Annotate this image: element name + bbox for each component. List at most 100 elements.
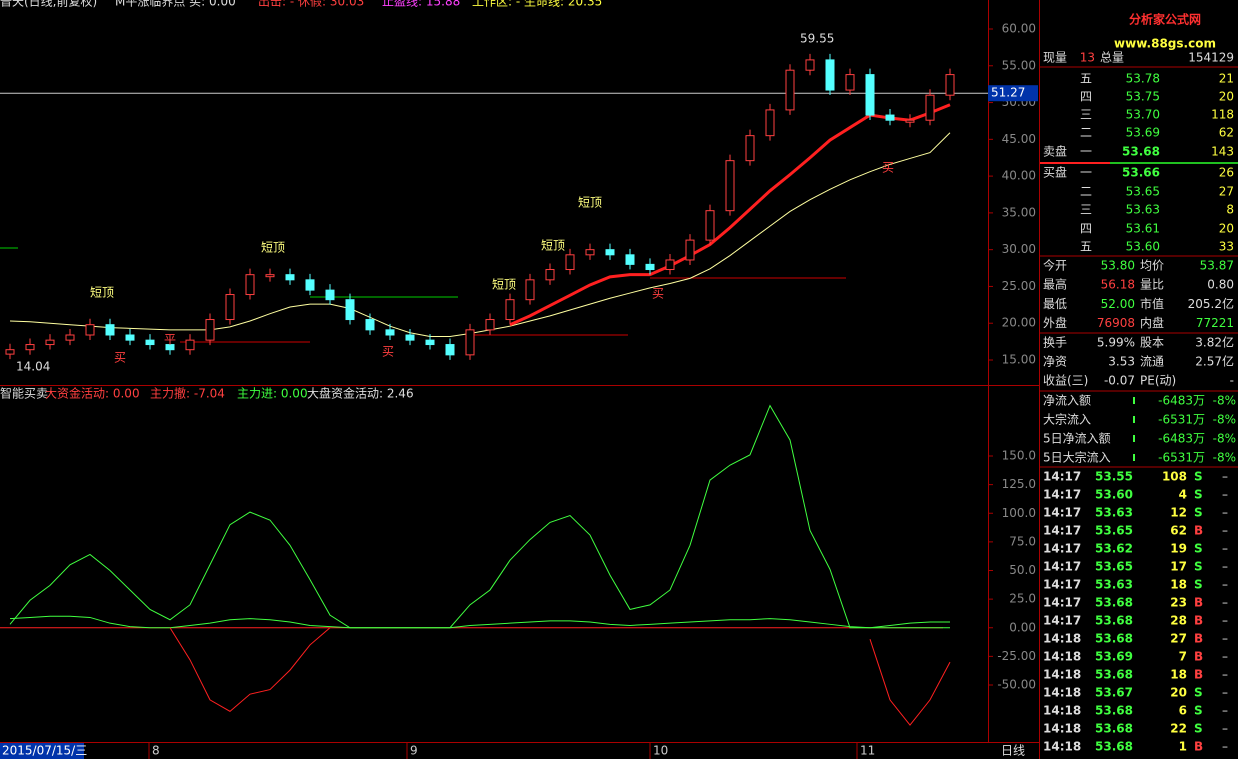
tick-volume: 23 [1170, 596, 1187, 610]
candle [5, 349, 15, 355]
book-volume: 33 [1219, 240, 1234, 254]
tick-side: S [1194, 704, 1203, 718]
label: 总量 [1100, 51, 1124, 65]
tick-time: 14:18 [1043, 722, 1081, 736]
tick-dash: – [1222, 506, 1228, 520]
annotation: 短顶 [90, 286, 114, 300]
tick-time: 14:18 [1043, 650, 1081, 664]
book-price: 53.60 [1126, 240, 1160, 254]
tick-side: S [1194, 578, 1203, 592]
book-volume: 143 [1211, 145, 1234, 159]
annotation: 买 [382, 345, 394, 359]
y-tick-label: 150.0 [1002, 449, 1036, 463]
tick-dash: – [1222, 488, 1228, 502]
flow-label: 5日净流入额 [1043, 432, 1111, 446]
annotation: 买 [652, 287, 664, 301]
candle [205, 319, 215, 341]
tick-price: 53.62 [1095, 542, 1133, 556]
candle [245, 274, 255, 296]
tick-time: 14:18 [1043, 740, 1081, 754]
candle [745, 135, 755, 162]
candle [505, 299, 515, 321]
tick-side: B [1194, 668, 1203, 682]
y-tick-label: -25.00 [997, 649, 1036, 663]
book-level: 二 [1080, 185, 1092, 199]
stat-label: 外盘 [1043, 315, 1067, 330]
candle [65, 334, 75, 341]
outflow-line [169, 627, 331, 712]
candle [685, 239, 695, 261]
book-level: 四 [1080, 90, 1092, 104]
sell-label: 卖盘 [1043, 144, 1067, 159]
y-tick-label: 25.00 [1002, 279, 1036, 293]
tick-dash: – [1222, 740, 1228, 754]
stock-name: 普天(日线,前复权) [0, 0, 97, 9]
stat-label: 最高 [1043, 277, 1067, 292]
current-price-box [988, 85, 1038, 102]
tick-side: S [1194, 506, 1203, 520]
candle [485, 319, 495, 331]
flow-pct: -8% [1213, 432, 1236, 446]
flow-value: -6483万 [1158, 394, 1205, 408]
book-price: 53.63 [1126, 203, 1160, 217]
tick-side: B [1194, 614, 1203, 628]
stat-label: 量比 [1140, 278, 1164, 292]
annotation: 短顶 [261, 241, 285, 255]
tick-volume: 22 [1170, 722, 1187, 736]
stat-value: 53.87 [1200, 259, 1234, 273]
tick-dash: – [1222, 722, 1228, 736]
candle [765, 109, 775, 137]
tick-price: 53.68 [1095, 722, 1133, 736]
y-tick-label: 45.00 [1002, 132, 1036, 146]
flow-pct: -8% [1213, 451, 1236, 465]
month-label: 10 [653, 744, 668, 758]
stat-label: 收益(三) [1043, 374, 1088, 388]
stat-value: 77221 [1196, 316, 1234, 330]
y-tick-label: 0.00 [1009, 620, 1036, 634]
candle [425, 339, 435, 346]
flow-bar [1133, 397, 1135, 404]
y-tick-label: 25.0 [1009, 592, 1036, 606]
flow-value: -6483万 [1158, 432, 1205, 446]
stat-value: 53.80 [1101, 259, 1135, 273]
month-label: 9 [410, 744, 418, 758]
annotation: 短顶 [578, 196, 602, 210]
candle [85, 324, 95, 336]
candle [845, 74, 855, 91]
tick-price: 53.55 [1095, 470, 1133, 484]
tick-volume: 4 [1179, 488, 1187, 502]
book-price: 53.69 [1126, 126, 1160, 140]
flow-value: -6531万 [1158, 413, 1205, 427]
book-volume: 8 [1226, 203, 1234, 217]
candle [285, 274, 295, 281]
y-tick-label: 30.00 [1002, 242, 1036, 256]
book-volume: 21 [1219, 72, 1234, 86]
tick-time: 14:18 [1043, 668, 1081, 682]
legend: 大资金活动: 0.00 [45, 386, 140, 401]
tick-time: 14:18 [1043, 632, 1081, 646]
stat-value: 56.18 [1101, 278, 1135, 292]
tick-dash: – [1222, 542, 1228, 556]
tick-dash: – [1222, 524, 1228, 538]
indicator-title: 智能买卖 [0, 386, 48, 401]
tick-dash: – [1222, 704, 1228, 718]
tick-dash: – [1222, 668, 1228, 682]
book-level: 五 [1080, 240, 1092, 254]
stat-value: 205.2亿 [1188, 296, 1234, 311]
book-level: 四 [1080, 222, 1092, 236]
tick-price: 53.67 [1095, 686, 1133, 700]
tick-volume: 18 [1170, 578, 1187, 592]
candle [545, 269, 555, 281]
candle [145, 339, 155, 346]
candle [925, 94, 935, 121]
legend: 出击: - 休假: 30.03 [258, 0, 364, 9]
tick-dash: – [1222, 632, 1228, 646]
y-tick-label: 15.00 [1002, 353, 1036, 367]
tick-volume: 7 [1179, 650, 1187, 664]
flow-bar [1133, 454, 1135, 461]
tick-price: 53.68 [1095, 632, 1133, 646]
candle [865, 74, 875, 116]
stat-label: 内盘 [1140, 315, 1164, 330]
high-label: 59.55 [800, 32, 834, 46]
